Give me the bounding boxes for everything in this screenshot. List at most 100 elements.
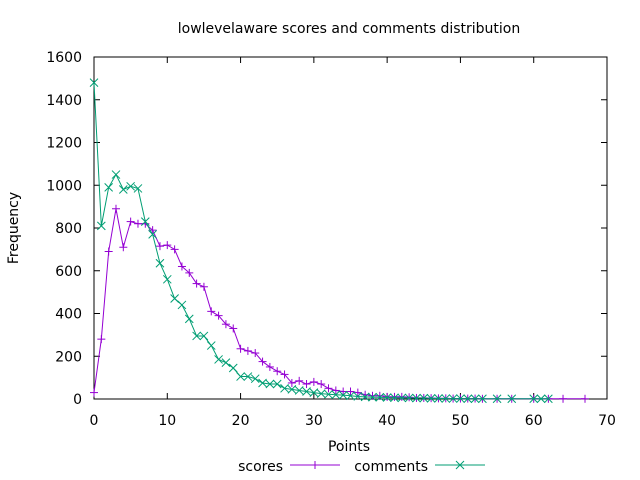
plot-frame (93, 56, 608, 400)
data-point-comments (448, 394, 458, 403)
data-point-scores (207, 307, 216, 316)
series-line-scores (93, 208, 586, 400)
data-point-comments (265, 379, 275, 389)
x-tick-label: 30 (305, 413, 323, 429)
y-tick-label: 1000 (46, 178, 82, 194)
data-point-scores (390, 392, 399, 401)
data-point-comments (118, 185, 128, 194)
data-point-comments (368, 392, 377, 402)
data-point-comments (478, 394, 487, 404)
series-layer (89, 78, 590, 404)
data-point-comments (287, 385, 297, 394)
data-point-comments (258, 378, 267, 388)
legend-marker-scores (311, 461, 319, 469)
data-point-comments (155, 258, 165, 268)
data-point-scores (317, 380, 326, 389)
data-point-scores (97, 335, 106, 344)
data-point-scores (221, 320, 230, 329)
data-point-scores (236, 344, 245, 353)
data-point-scores (251, 349, 260, 358)
series-scores (90, 204, 590, 403)
data-point-comments (126, 181, 135, 191)
data-point-comments (221, 358, 231, 368)
data-point-comments (162, 274, 172, 284)
data-point-scores (229, 324, 238, 333)
data-point-comments (111, 170, 121, 179)
data-point-scores (155, 242, 164, 251)
legend-marker-comments (455, 460, 465, 470)
data-point-comments (382, 393, 392, 402)
data-point-comments (441, 394, 451, 403)
data-point-scores (331, 386, 340, 395)
data-point-scores (375, 391, 384, 400)
data-point-scores (280, 370, 289, 379)
y-tick-label: 600 (55, 264, 82, 280)
y-tick-label: 400 (55, 307, 82, 323)
data-point-comments (170, 294, 179, 303)
data-point-scores (295, 376, 304, 385)
x-tick-label: 0 (90, 413, 99, 429)
data-point-scores (309, 377, 318, 386)
data-point-comments (456, 394, 465, 403)
data-point-scores (185, 268, 194, 277)
data-point-comments (470, 394, 480, 404)
data-point-scores (126, 217, 135, 226)
legend-label-comments: comments (354, 459, 428, 475)
data-point-comments (536, 394, 546, 404)
data-point-scores (119, 243, 128, 252)
x-tick-label: 60 (525, 413, 543, 429)
data-point-comments (375, 392, 385, 402)
data-point-scores (192, 279, 201, 288)
data-point-scores (397, 392, 406, 401)
data-point-comments (184, 314, 194, 324)
data-point-scores (368, 391, 377, 400)
data-point-scores (199, 282, 208, 291)
data-point-comments (316, 389, 326, 399)
data-point-comments (302, 387, 311, 396)
y-tick-label: 200 (55, 349, 82, 365)
data-point-comments (243, 372, 253, 381)
data-point-comments (199, 331, 209, 341)
data-point-scores (243, 346, 252, 355)
x-tick-label: 70 (598, 413, 616, 429)
data-point-scores (559, 394, 568, 403)
data-point-scores (581, 394, 590, 403)
series-line-comments (93, 82, 549, 400)
y-tick-label: 1400 (46, 93, 82, 109)
data-point-comments (507, 394, 517, 404)
data-point-scores (273, 367, 282, 376)
data-point-scores (170, 245, 179, 254)
y-tick-label: 0 (73, 392, 82, 408)
y-tick-label: 800 (55, 221, 82, 237)
data-point-scores (90, 388, 98, 397)
data-point-comments (309, 388, 319, 397)
data-point-scores (163, 241, 172, 250)
data-point-comments (360, 392, 370, 402)
data-point-comments (492, 394, 502, 404)
legend-swatch-scores (290, 461, 340, 469)
y-tick-label: 1200 (46, 136, 82, 152)
data-point-comments (353, 392, 363, 401)
data-point-scores (353, 388, 362, 397)
axis-tick-labels: 0 10 20 30 40 50 60 70 0 200 400 600 800 1000 1200 1400… (46, 50, 616, 429)
data-point-comments (140, 217, 150, 226)
x-axis-label: Points (328, 439, 370, 455)
data-point-comments (250, 374, 260, 384)
y-tick-label: 1600 (46, 50, 82, 66)
data-point-comments (96, 221, 106, 231)
data-point-comments (272, 379, 282, 389)
data-point-comments (434, 394, 443, 403)
data-point-scores (104, 247, 113, 256)
data-point-comments (426, 394, 436, 403)
y-axis-label: Frequency (6, 192, 22, 264)
data-point-scores (324, 384, 333, 393)
legend-swatch-comments (435, 460, 485, 470)
data-point-comments (133, 184, 143, 193)
data-point-comments (148, 230, 157, 239)
data-point-comments (206, 341, 216, 350)
x-tick-label: 10 (158, 413, 176, 429)
data-point-comments (404, 393, 414, 403)
data-point-comments (324, 389, 333, 399)
data-point-comments (544, 394, 553, 404)
